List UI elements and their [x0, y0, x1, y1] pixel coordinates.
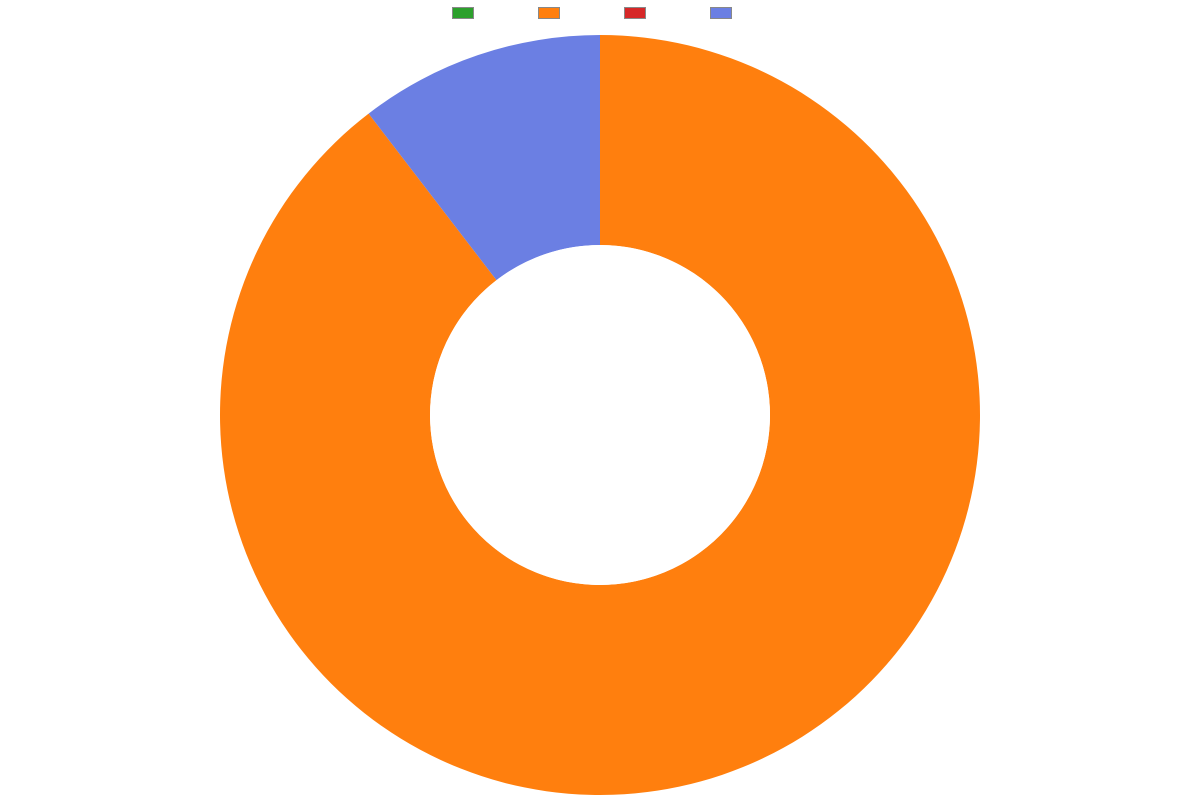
donut-hole: [430, 245, 770, 585]
donut-chart: [0, 0, 1200, 800]
chart-stage: [0, 0, 1200, 800]
